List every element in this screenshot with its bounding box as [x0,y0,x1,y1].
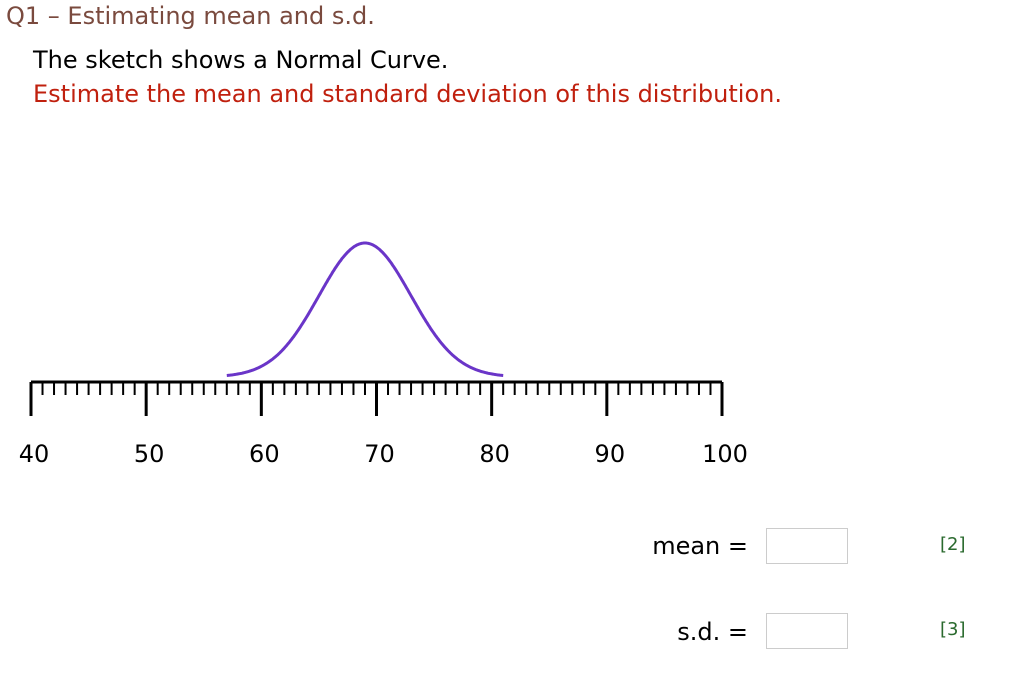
sd-label: s.d. = [677,618,748,646]
tick-label: 40 [18,440,50,468]
question-instruction: Estimate the mean and standard deviation… [33,80,782,108]
tick-label: 70 [364,440,395,468]
sd-input[interactable] [766,613,848,649]
tick-label: 80 [479,440,510,468]
tick-label: 50 [133,440,165,468]
tick-label: 60 [249,440,280,468]
mean-marks: [2] [940,534,966,555]
mean-input[interactable] [766,528,848,564]
normal-curve-diagram [29,241,724,416]
tick-label: 100 [702,440,748,468]
normal-curve [226,241,504,377]
question-title: Q1 – Estimating mean and s.d. [6,2,375,30]
sd-marks: [3] [940,619,966,640]
question-text: The sketch shows a Normal Curve. [33,46,449,74]
tick-label: 90 [594,440,626,468]
mean-label: mean = [652,532,748,560]
